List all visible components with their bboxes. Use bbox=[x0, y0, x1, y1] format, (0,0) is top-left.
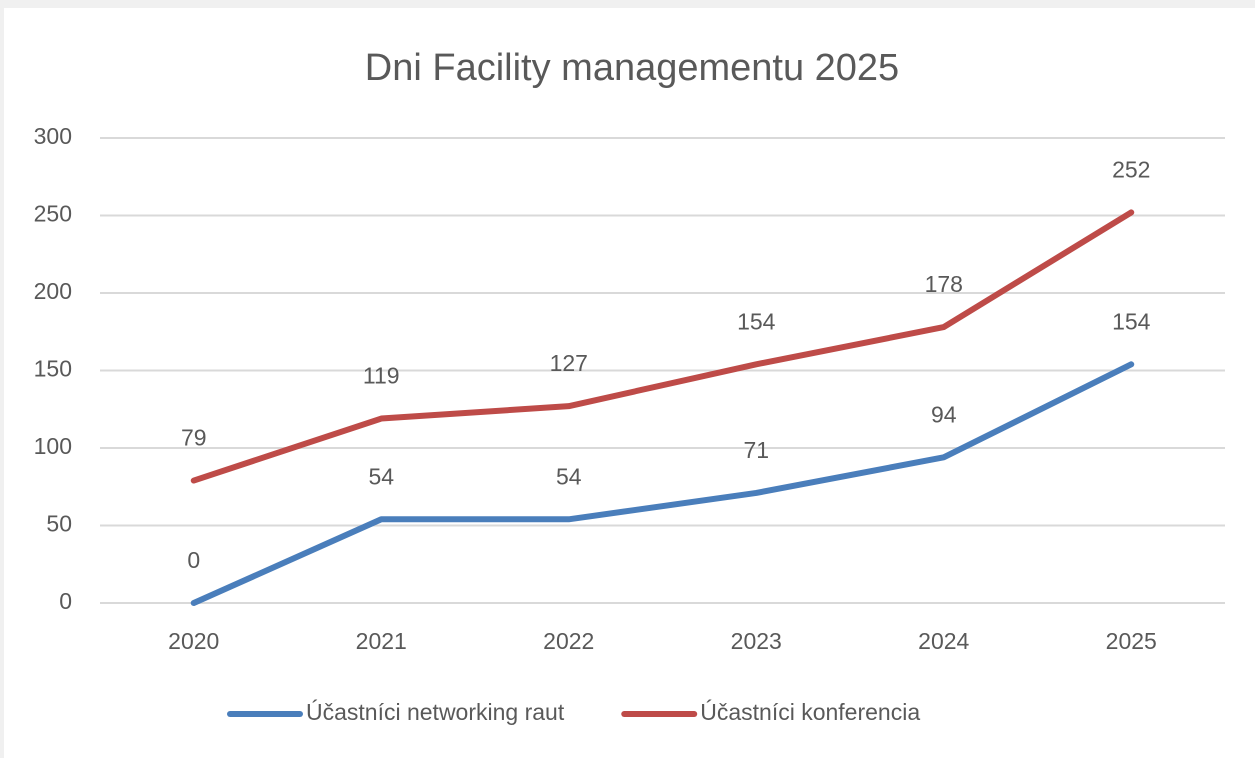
data-label: 154 bbox=[737, 308, 776, 334]
data-label: 178 bbox=[925, 271, 963, 297]
chart-title: Dni Facility managementu 2025 bbox=[365, 47, 899, 89]
data-label: 54 bbox=[556, 463, 582, 489]
data-label: 71 bbox=[743, 437, 769, 463]
data-label: 119 bbox=[363, 363, 400, 389]
data-label: 0 bbox=[187, 547, 200, 573]
legend-label: Účastníci konferencia bbox=[700, 699, 920, 725]
y-tick-label: 250 bbox=[34, 201, 72, 227]
y-tick-label: 100 bbox=[34, 433, 72, 459]
data-label: 127 bbox=[550, 350, 588, 376]
series-line bbox=[190, 209, 1135, 484]
x-tick-label: 2021 bbox=[356, 628, 407, 654]
x-tick-label: 2022 bbox=[543, 628, 594, 654]
x-tick-label: 2023 bbox=[731, 628, 782, 654]
x-tick-label: 2025 bbox=[1106, 628, 1157, 654]
series-line bbox=[190, 361, 1135, 606]
chart-area bbox=[4, 8, 1255, 758]
legend-label: Účastníci networking raut bbox=[306, 699, 565, 725]
data-label: 252 bbox=[1112, 156, 1150, 182]
x-tick-label: 2020 bbox=[168, 628, 219, 654]
y-tick-label: 50 bbox=[46, 511, 72, 537]
data-label: 154 bbox=[1112, 308, 1151, 334]
y-tick-label: 300 bbox=[34, 123, 72, 149]
y-tick-label: 0 bbox=[59, 588, 72, 614]
y-tick-label: 200 bbox=[34, 278, 72, 304]
data-label: 94 bbox=[931, 401, 957, 427]
y-tick-label: 150 bbox=[34, 356, 72, 382]
data-label: 79 bbox=[181, 425, 207, 451]
data-label: 54 bbox=[368, 463, 394, 489]
x-tick-label: 2024 bbox=[918, 628, 969, 654]
